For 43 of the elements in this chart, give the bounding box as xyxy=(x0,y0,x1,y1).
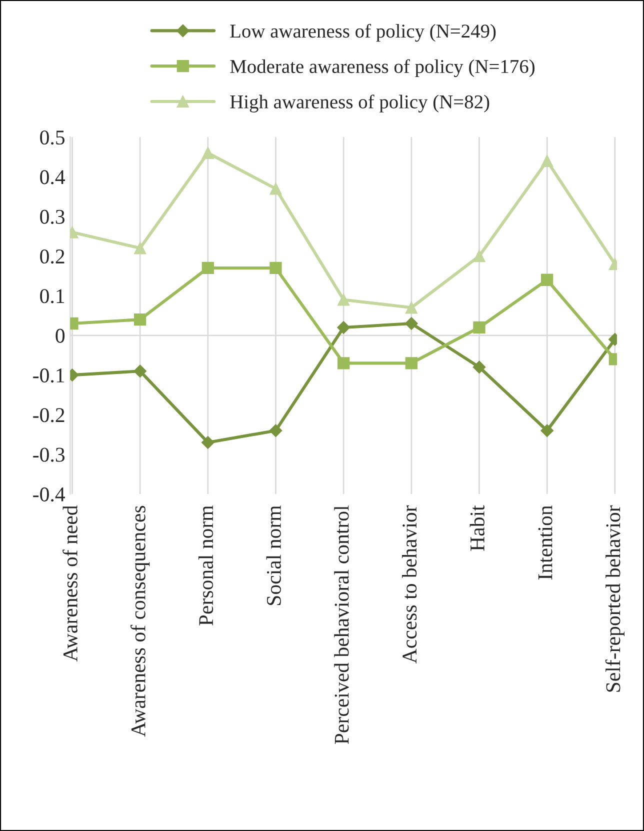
point xyxy=(134,364,146,378)
y-tick-label: 0.3 xyxy=(40,210,65,224)
point xyxy=(134,242,146,254)
x-tick-label: Intention xyxy=(538,505,552,580)
point xyxy=(202,146,214,160)
point xyxy=(269,424,282,437)
y-tick-label: -0.2 xyxy=(33,408,64,422)
point xyxy=(338,294,350,306)
y-tick-label: 0 xyxy=(56,328,65,343)
x-tick-label: Personal norm xyxy=(198,505,214,626)
x-tick-label: Awareness of need xyxy=(62,505,78,662)
point xyxy=(337,321,350,334)
y-tick-label: 0.4 xyxy=(40,170,66,184)
point xyxy=(405,302,418,314)
point xyxy=(270,262,282,274)
point xyxy=(405,357,418,370)
point xyxy=(201,436,214,449)
y-tick-label: -0.3 xyxy=(33,448,65,462)
point xyxy=(338,357,350,370)
point xyxy=(473,250,486,262)
point xyxy=(540,424,554,437)
y-tick-label: 0.1 xyxy=(40,289,64,304)
point xyxy=(472,360,486,374)
x-tick-label: Awareness of consequences xyxy=(130,506,150,737)
point xyxy=(541,154,554,167)
x-tick-label: Perceived behavioral control xyxy=(334,506,349,744)
x-tick-label: Access to behavior xyxy=(402,505,417,664)
point xyxy=(404,317,418,330)
x-tick-label: Self-reported behavior xyxy=(605,505,624,692)
point xyxy=(134,313,146,326)
y-tick-label: -0.1 xyxy=(33,368,64,383)
legend-label: Low awareness of policy (N=249) xyxy=(230,24,496,42)
y-tick-label: -0.4 xyxy=(33,487,66,502)
legend-label: High awareness of policy (N=82) xyxy=(230,94,490,112)
point xyxy=(270,182,282,195)
point xyxy=(541,274,554,286)
x-tick-label: Social norm xyxy=(266,505,281,606)
point xyxy=(473,321,486,334)
y-tick-label: 0.5 xyxy=(40,130,65,145)
legend-label: Moderate awareness of policy (N=176) xyxy=(230,59,534,78)
y-tick-label: 0.2 xyxy=(40,249,64,264)
point xyxy=(202,262,214,274)
x-tick-label: Habit xyxy=(470,505,484,551)
